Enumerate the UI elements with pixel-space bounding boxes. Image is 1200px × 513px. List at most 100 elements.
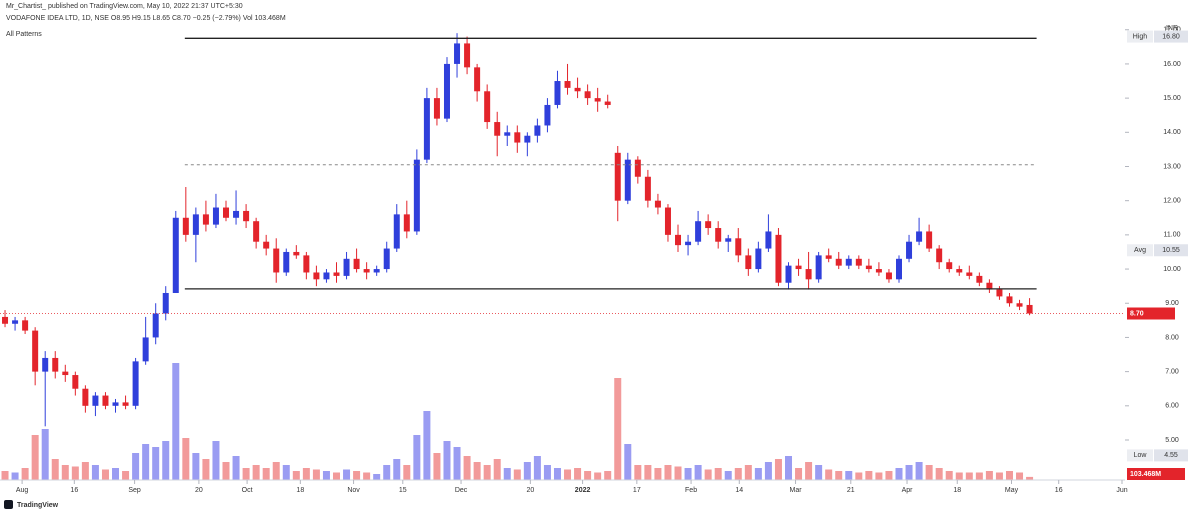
badge-value-box (1154, 449, 1188, 462)
volume-bar (222, 462, 230, 480)
volume-bar (61, 465, 69, 480)
x-tick-label: Feb (685, 487, 697, 494)
volume-bar (101, 469, 109, 480)
candle-body (192, 214, 199, 235)
candle-body (855, 258, 862, 266)
volume-bar (383, 465, 391, 480)
candle-body (725, 238, 732, 242)
volume-bar (795, 468, 803, 480)
volume-bar (473, 462, 481, 480)
volume-bar (815, 465, 823, 480)
badge-value: 16.80 (1162, 33, 1180, 40)
candle-body (423, 98, 430, 160)
last-price-label: 8.70 (1130, 310, 1144, 317)
candle-body (313, 272, 320, 280)
candle-body (916, 231, 923, 242)
candle-body (72, 375, 79, 389)
volume-bar (503, 468, 511, 480)
x-tick-label: 16 (70, 487, 78, 494)
candle-body (885, 272, 892, 280)
volume-bar (343, 469, 351, 480)
candle-body (524, 135, 531, 143)
volume-bar (302, 468, 310, 480)
candle-body (895, 258, 902, 280)
volume-bar (644, 465, 652, 480)
candle-body (494, 122, 501, 136)
volume-bar (1005, 471, 1013, 480)
volume-bar (674, 466, 682, 480)
candle-body (795, 265, 802, 270)
volume-bar (955, 472, 963, 480)
candle-body (343, 258, 350, 276)
candle-body (514, 132, 521, 143)
volume-bar (353, 471, 361, 480)
volume-bar (483, 465, 491, 480)
candle-body (715, 228, 722, 242)
volume-bar (292, 471, 300, 480)
volume-bar (774, 459, 782, 480)
candle-body (624, 159, 631, 201)
x-tick-label: Apr (902, 487, 914, 494)
y-tick-label: 17.00 (1163, 27, 1181, 34)
candle-body (132, 361, 139, 406)
candle-body (484, 91, 491, 123)
volume-bar (81, 462, 89, 480)
volume-bar (634, 465, 642, 480)
candle-body (1006, 296, 1013, 304)
candle-body (233, 210, 240, 218)
candle-body (594, 98, 601, 102)
candle-body (223, 207, 230, 218)
volume-bar (453, 447, 461, 480)
volume-bar (895, 468, 903, 480)
badge-name: Low (1134, 452, 1148, 459)
candle-body (504, 132, 511, 136)
x-tick-label: 18 (953, 487, 961, 494)
volume-bar (835, 471, 843, 480)
volume-bar (182, 438, 190, 480)
volume-bar (734, 468, 742, 480)
volume-bar (985, 471, 993, 480)
candle-body (323, 272, 330, 280)
volume-bar (41, 429, 49, 480)
badge-name-box (1127, 30, 1153, 43)
y-tick-label: 12.00 (1163, 198, 1181, 205)
volume-bar (875, 472, 883, 480)
x-tick-label: 14 (735, 487, 743, 494)
candle-body (22, 320, 29, 331)
candle-body (544, 104, 551, 126)
volume-bar (965, 472, 973, 480)
candle-body (976, 275, 983, 283)
candle-body (413, 159, 420, 232)
candle-body (936, 248, 943, 263)
candle-body (1016, 303, 1023, 307)
last-volume-label: 103.468M (1130, 471, 1161, 478)
candle-body (152, 313, 159, 338)
candle-body (443, 63, 450, 119)
volume-bar (202, 459, 210, 480)
volume-bar (322, 471, 330, 480)
candle-body (42, 357, 49, 372)
badge-name: Avg (1134, 247, 1146, 254)
candle-body (946, 262, 953, 270)
volume-bar (885, 471, 893, 480)
candle-body (675, 234, 682, 246)
x-tick-label: Dec (455, 487, 468, 494)
candle-body (825, 255, 832, 259)
volume-bar (995, 472, 1003, 480)
volume-bar (754, 468, 762, 480)
logo (4, 500, 13, 509)
volume-bar (604, 471, 612, 480)
volume-bar (192, 453, 200, 480)
volume-bar (785, 456, 793, 480)
candle-body (433, 98, 440, 119)
volume-bar (584, 471, 592, 480)
candle-body (906, 241, 913, 259)
volume-bar (443, 441, 451, 480)
volume-bar (1016, 472, 1024, 480)
candle-body (283, 251, 290, 273)
ohlc: O8.95 H9.15 L8.65 C8.70 −0.25 (−2.79%) (111, 15, 241, 22)
volume-bar (142, 444, 150, 480)
candle-body (564, 81, 571, 88)
y-tick-label: 8.00 (1165, 334, 1179, 341)
candle-body (363, 269, 370, 273)
